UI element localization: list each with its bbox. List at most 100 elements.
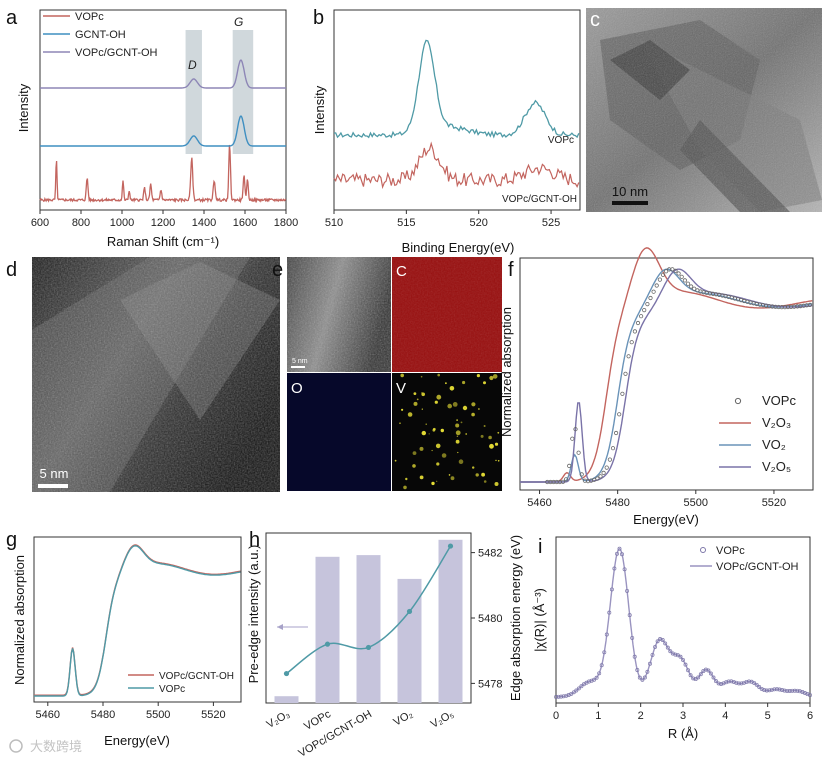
panel-f-vopc-point [626,354,631,359]
panel-i-vopc-point [780,688,785,692]
panel-e-v-spot [401,408,404,411]
panel-f-x-tick-label: 5460 [527,497,551,509]
panel-e-v-spot [400,373,405,378]
panel-h-category-label: V₂O₅ [429,708,456,731]
panel-e-v-spot [476,374,480,378]
panel-b-x-tick-label: 525 [542,217,560,229]
panel-h-ylabel: Pre-edge intensity (a.u.) [246,545,261,684]
panel-a-series-vopc-gcnt-oh [40,59,286,89]
panel-f-vopc-point [613,430,619,436]
panel-b-xlabel: Binding Energy(eV) [402,240,515,255]
panel-i-vopc-point [615,551,619,556]
panel-i-x-tick-label: 2 [638,710,644,722]
panel-e-v-spot [405,477,408,481]
panel-i-vopc-point [594,675,599,680]
panel-e-v-spot [428,433,430,435]
panel-c-letter: c [590,9,600,31]
panel-i-vopc-point [609,587,614,592]
panel-f-vopc-point [632,329,638,334]
panel-a-series-vopc [39,144,286,204]
panel-i-vopc-point [620,552,624,557]
panel-i-vopc-point [599,663,604,668]
panel-f-vopc-point [560,479,566,484]
panel-i-ylabel: |χ(R)| (Å⁻³) [532,588,547,652]
panel-a-raman-chart: a 600 800 1000 1200 1400 1600 1800 VOPc GCNT-OH… [6,7,298,249]
panel-h-edge-energy-point [365,644,372,651]
panel-h-letter: h [249,529,260,551]
panel-i-vopc-point [726,679,731,684]
panel-e-eds-maps: e 5 nm C O V [272,257,502,491]
panel-i-vopc-point [571,690,576,695]
panel-f-vopc-point [645,301,650,307]
panel-e-v-spot [483,425,486,427]
panel-i-vopc-point [790,688,795,693]
panel-e-v-spot [416,398,419,401]
panel-i-vopc-point [678,654,683,659]
panel-e-v-spot [457,451,459,454]
panel-d-scale-label: 5 nm [40,466,69,481]
panel-i-vopc-point [612,566,617,571]
panel-i-vopc-point [764,688,769,693]
panel-e-v-spot [483,480,487,483]
panel-f-x-tick-label: 5520 [762,497,786,509]
panel-e-v-spot [399,422,401,424]
panel-f-letter: f [508,259,514,281]
panel-e-v-spot [421,430,426,436]
panel-i-vopc-point [777,687,782,692]
panel-i-x-tick-label: 5 [765,710,771,722]
panel-e-v-spot [488,435,492,440]
panel-i-vopc-point [650,652,655,657]
panel-f-legend-label: VOPc [762,393,796,408]
panel-i-letter: i [538,536,542,558]
panel-i-x-tick-label: 1 [595,710,601,722]
panel-f-vopc-point [642,307,647,313]
panel-i-vopc-point [648,661,652,666]
panel-f-vopc-point [579,472,584,477]
panel-i-x-tick-label: 0 [553,710,559,722]
panel-c-scale-label: 10 nm [612,184,648,199]
panel-e-v-spot [431,481,435,486]
panel-a-annotation-g: G [234,15,243,29]
panel-i-vopc-point [767,688,772,693]
panel-i-vopc-point [564,693,569,698]
panel-i-vopc-point [574,688,579,693]
panel-i-vopc-point [663,641,668,646]
panel-f-vopc-point [617,412,622,417]
panel-h-arrow-head-icon [277,624,283,630]
panel-h-bar [315,556,340,703]
panel-b-x-tick-label: 515 [397,217,415,229]
panel-f-legend-label: VO₂ [762,437,786,452]
panel-a-series-gcnt-oh [40,115,286,147]
panel-b-x-tick-label: 510 [325,217,343,229]
panel-e-v-spot [447,403,453,409]
panel-i-vopc-point [587,679,591,684]
panel-f-vopc-point [629,340,634,345]
panel-f-vopc-point [679,274,684,279]
panel-i-vopc-point [775,687,779,692]
panel-i-vopc-point [665,645,670,650]
panel-e-v-spot [421,392,423,394]
panel-e-v-spot [420,375,423,378]
panel-f-vopc-point [692,286,697,291]
panel-e-v-spot [413,392,417,395]
panel-i-vopc-point [698,672,703,677]
panel-i-vopc-point [744,679,749,684]
panel-c-tem-image: c 10 nm [586,8,822,212]
panel-f-vopc-point [635,320,641,326]
panel-a-xlabel: Raman Shift (cm⁻¹) [107,234,219,249]
panel-i-vopc-point [683,662,688,667]
panel-e-v-spot [494,442,499,446]
panel-f-vopc-point [660,272,666,277]
panel-i-vopc-point [785,688,790,693]
panel-i-vopc-point [795,688,800,693]
panel-i-vopc-point [716,681,721,686]
panel-f-vopc-point [676,271,681,276]
panel-i-vopc-point [742,680,746,685]
panel-b-label-vopc-gcnt: VOPc/GCNT-OH [502,194,577,205]
panel-f-vopc-point [573,427,578,432]
panel-f-vopc-point [567,463,572,468]
watermark-logo-icon [9,739,23,753]
panel-a-x-tick-label: 1600 [233,217,257,229]
panel-e-v-spot [460,421,463,424]
panel-i-vopc-point [736,681,741,686]
